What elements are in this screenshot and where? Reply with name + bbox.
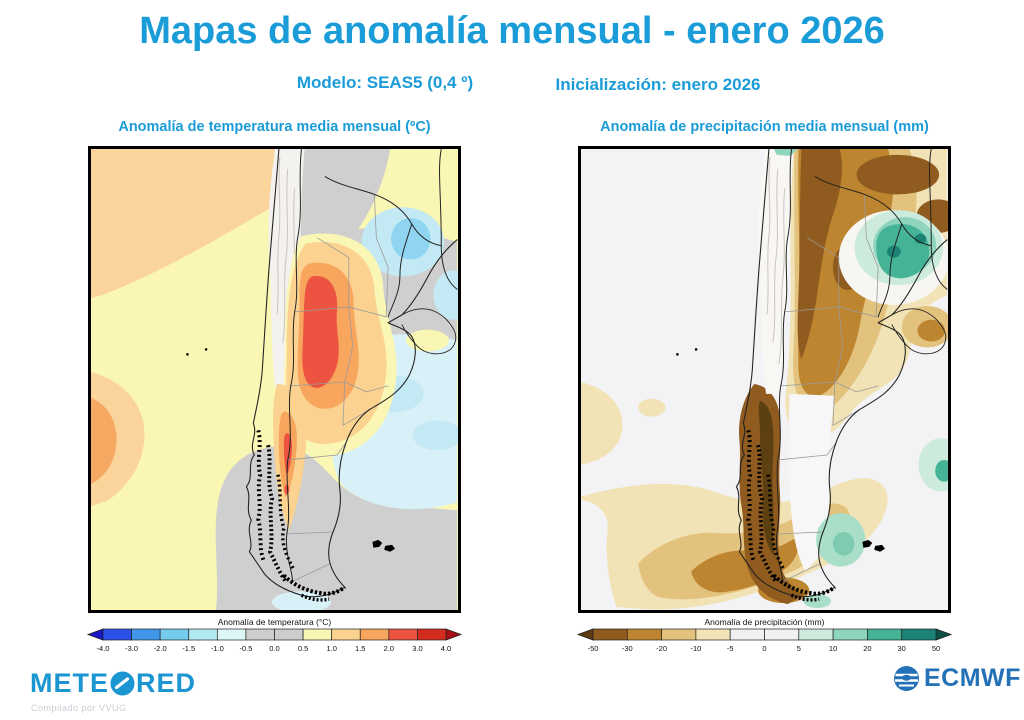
svg-text:-10: -10 [690, 644, 701, 653]
initialization-subtitle: Inicialización: enero 2026 [555, 75, 761, 94]
precipitation-anomaly-map [578, 146, 951, 613]
svg-text:-20: -20 [656, 644, 667, 653]
meteored-logo: METE RED [30, 668, 196, 699]
temperature-map-title: Anomalía de temperatura media mensual (º… [118, 119, 431, 135]
svg-text:-4.0: -4.0 [97, 644, 110, 653]
svg-text:Anomalía de precipitación (mm): Anomalía de precipitación (mm) [705, 617, 825, 627]
svg-text:50: 50 [932, 644, 940, 653]
svg-text:30: 30 [898, 644, 906, 653]
meteored-logo-text-left: METE [30, 668, 110, 698]
svg-text:4.0: 4.0 [441, 644, 451, 653]
page-title: Mapas de anomalía mensual - enero 2026 [139, 10, 885, 52]
svg-text:-3.0: -3.0 [125, 644, 138, 653]
svg-text:-2.0: -2.0 [154, 644, 167, 653]
temperature-map-graphic [91, 149, 458, 610]
svg-text:1.0: 1.0 [326, 644, 336, 653]
ecmwf-logo: ECMWF [893, 664, 1021, 693]
svg-text:0: 0 [762, 644, 766, 653]
meteored-o-icon [110, 671, 135, 696]
svg-text:-0.5: -0.5 [239, 644, 252, 653]
compiled-by-text: Compilado por VVUG [31, 703, 127, 713]
svg-text:20: 20 [863, 644, 871, 653]
svg-text:-5: -5 [727, 644, 734, 653]
svg-text:0.0: 0.0 [269, 644, 279, 653]
ecmwf-globe-icon [894, 666, 919, 691]
svg-text:0.5: 0.5 [298, 644, 308, 653]
svg-text:Anomalía de temperatura (°C): Anomalía de temperatura (°C) [218, 617, 332, 627]
temperature-colorbar: Anomalía de temperatura (°C) -4.0 -3.0 -2.0… [86, 616, 463, 658]
svg-text:3.0: 3.0 [412, 644, 422, 653]
svg-text:-50: -50 [588, 644, 599, 653]
model-subtitle: Modelo: SEAS5 (0,4 º) [296, 73, 474, 92]
temperature-anomaly-map [88, 146, 461, 613]
svg-text:-1.5: -1.5 [182, 644, 195, 653]
precipitation-colorbar: Anomalía de precipitación (mm) -50 -30 -20-… [576, 616, 953, 658]
svg-text:5: 5 [797, 644, 801, 653]
svg-text:1.5: 1.5 [355, 644, 365, 653]
svg-text:-1.0: -1.0 [211, 644, 224, 653]
meteored-logo-text-right: RED [136, 668, 197, 698]
svg-text:-30: -30 [622, 644, 633, 653]
precipitation-map-title: Anomalía de precipitación media mensual … [600, 119, 929, 135]
precipitation-map-graphic [581, 149, 948, 610]
svg-text:2.0: 2.0 [384, 644, 394, 653]
ecmwf-logo-text: ECMWF [924, 664, 1021, 692]
svg-text:10: 10 [829, 644, 837, 653]
